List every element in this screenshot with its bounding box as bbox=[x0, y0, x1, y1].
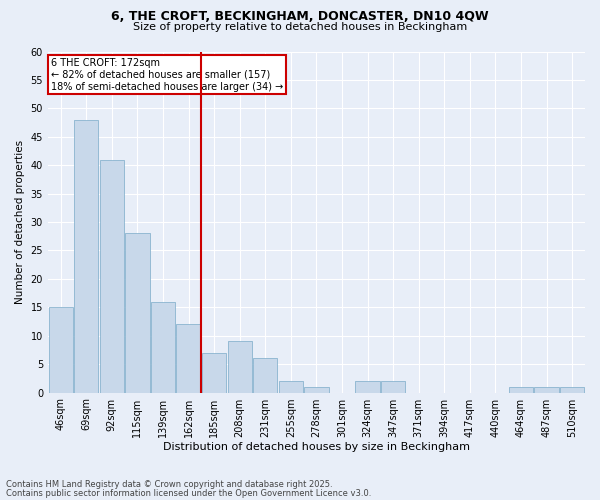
Bar bbox=[509, 387, 533, 392]
Bar bbox=[151, 302, 175, 392]
X-axis label: Distribution of detached houses by size in Beckingham: Distribution of detached houses by size … bbox=[163, 442, 470, 452]
Bar bbox=[253, 358, 277, 392]
Y-axis label: Number of detached properties: Number of detached properties bbox=[15, 140, 25, 304]
Bar bbox=[304, 387, 329, 392]
Text: Size of property relative to detached houses in Beckingham: Size of property relative to detached ho… bbox=[133, 22, 467, 32]
Bar bbox=[279, 381, 303, 392]
Bar bbox=[560, 387, 584, 392]
Bar bbox=[535, 387, 559, 392]
Bar bbox=[176, 324, 201, 392]
Bar bbox=[125, 234, 149, 392]
Text: Contains public sector information licensed under the Open Government Licence v3: Contains public sector information licen… bbox=[6, 488, 371, 498]
Bar bbox=[74, 120, 98, 392]
Text: 6, THE CROFT, BECKINGHAM, DONCASTER, DN10 4QW: 6, THE CROFT, BECKINGHAM, DONCASTER, DN1… bbox=[111, 10, 489, 23]
Bar bbox=[227, 342, 252, 392]
Bar bbox=[355, 381, 380, 392]
Bar bbox=[100, 160, 124, 392]
Bar bbox=[202, 353, 226, 393]
Text: 6 THE CROFT: 172sqm
← 82% of detached houses are smaller (157)
18% of semi-detac: 6 THE CROFT: 172sqm ← 82% of detached ho… bbox=[50, 58, 283, 92]
Bar bbox=[381, 381, 406, 392]
Text: Contains HM Land Registry data © Crown copyright and database right 2025.: Contains HM Land Registry data © Crown c… bbox=[6, 480, 332, 489]
Bar bbox=[49, 308, 73, 392]
